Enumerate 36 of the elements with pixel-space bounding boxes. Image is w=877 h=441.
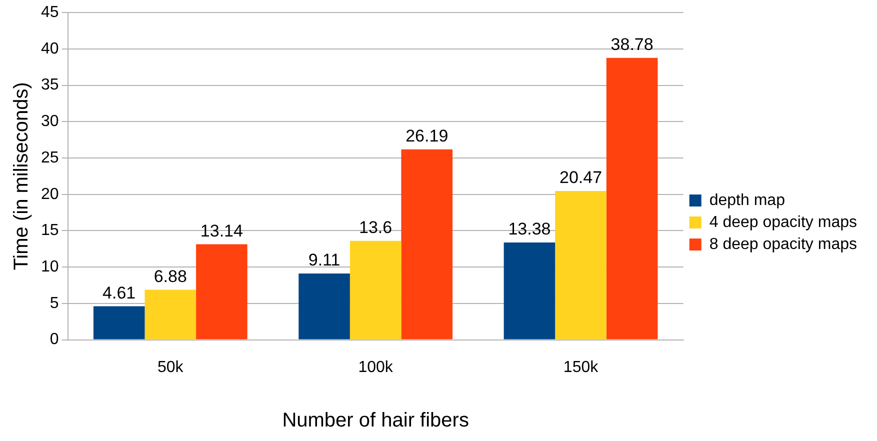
- bar: [504, 242, 556, 340]
- data-label: 13.14: [200, 221, 243, 240]
- y-tick-label: 35: [41, 76, 59, 94]
- y-tick-label: 20: [41, 186, 59, 203]
- y-tick-label: 5: [50, 294, 59, 312]
- bar: [606, 58, 658, 340]
- data-label: 9.11: [308, 250, 340, 270]
- bar: [196, 244, 248, 340]
- data-label: 38.78: [610, 35, 654, 54]
- data-label: 4.61: [102, 283, 136, 302]
- x-tick-label: 100k: [358, 358, 394, 376]
- y-tick-label: 10: [41, 258, 59, 276]
- legend-label: 4 deep opacity maps: [709, 214, 858, 231]
- data-label: 6.88: [154, 266, 187, 286]
- bar: [93, 306, 145, 340]
- y-tick-label: 45: [41, 4, 59, 22]
- y-tick-label: 25: [41, 149, 59, 166]
- bar: [298, 274, 350, 340]
- y-tick-label: 40: [41, 40, 59, 58]
- y-tick-label: 30: [41, 113, 59, 130]
- data-label: 20.47: [559, 168, 602, 188]
- data-label: 13.38: [508, 220, 551, 239]
- legend-label: 8 deep opacity maps: [709, 236, 858, 253]
- bar: [144, 290, 196, 340]
- x-tick-label: 150k: [563, 358, 600, 376]
- x-tick-label: 50k: [157, 358, 184, 376]
- x-axis-title: Number of hair fibers: [282, 410, 469, 432]
- bar: [401, 149, 453, 340]
- legend-label: depth map: [709, 192, 786, 209]
- y-tick-label: 0: [50, 331, 59, 348]
- y-tick-label: 15: [41, 222, 59, 240]
- bar: [350, 240, 402, 340]
- data-label: 13.6: [359, 218, 392, 238]
- y-axis-title: Time (in miliseconds): [10, 82, 33, 270]
- bar: [555, 190, 606, 340]
- data-label: 26.19: [406, 126, 448, 146]
